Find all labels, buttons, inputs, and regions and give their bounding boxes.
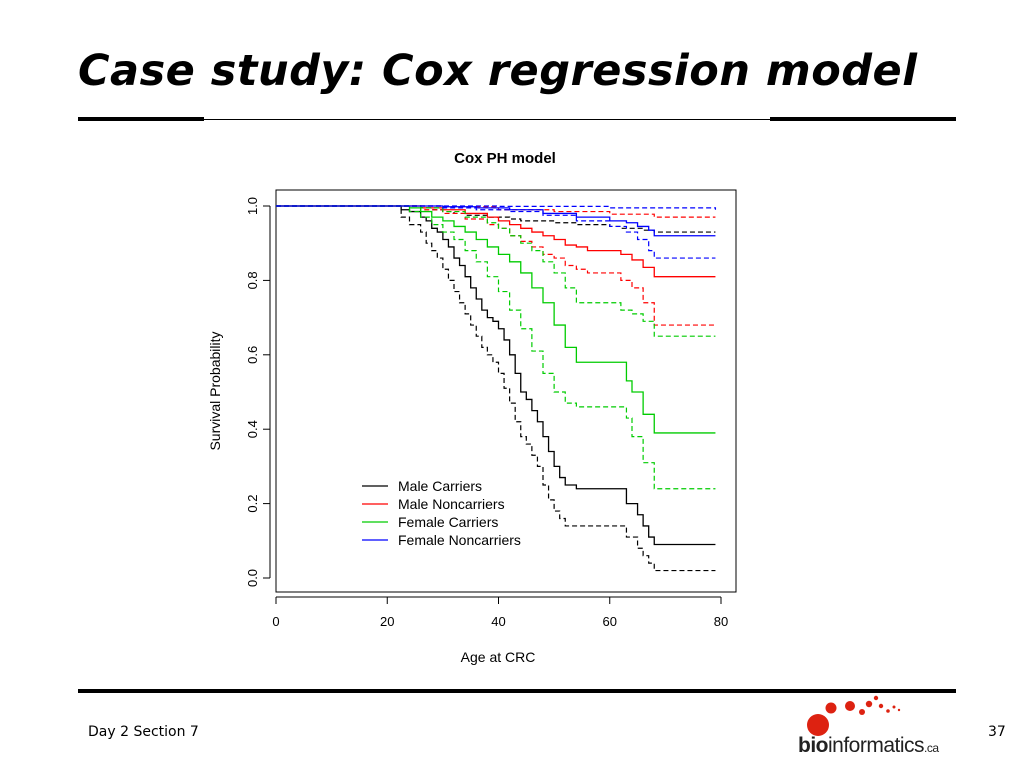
chart-title: Cox PH model (454, 150, 556, 167)
page-number: 37 (988, 724, 1006, 740)
ci-lower-male-noncarriers (276, 205, 716, 326)
x-tick-label: 40 (491, 614, 505, 629)
legend-label-female-carriers: Female Carriers (398, 514, 498, 530)
logo-text-regular: informatics (828, 734, 925, 757)
legend: Male Carriers Male Noncarriers Female Carr… (362, 478, 521, 548)
series-line-female-noncarriers (276, 205, 716, 237)
series-line-male-carriers (276, 205, 716, 546)
ci-upper-male-carriers (276, 205, 716, 233)
y-tick-label: 0.4 (245, 420, 260, 438)
logo-text-bold: bio (798, 734, 829, 757)
ci-upper-female-carriers (276, 205, 716, 337)
x-tick-label: 80 (714, 614, 728, 629)
series-line-female-carriers (276, 205, 716, 434)
legend-label-male-noncarriers: Male Noncarriers (398, 496, 505, 512)
title-rule-left (78, 117, 204, 121)
title-rule-right (770, 117, 956, 121)
legend-label-female-noncarriers: Female Noncarriers (398, 532, 521, 548)
ci-lower-male-carriers (276, 205, 716, 572)
red-dots-icon (807, 695, 901, 736)
slide-title: Case study: Cox regression model (78, 46, 918, 96)
y-tick-label: 0.6 (245, 346, 260, 364)
title-rule-middle (204, 119, 770, 120)
footer-section-label: Day 2 Section 7 (88, 724, 199, 740)
y-tick-label: 0.0 (245, 569, 260, 587)
ci-lower-female-carriers (276, 205, 716, 490)
ci-upper-male-noncarriers (276, 205, 716, 218)
series-layer (276, 205, 717, 572)
logo-wordmark: bioinformatics.ca (798, 734, 939, 758)
y-tick-label: 0.8 (245, 271, 260, 289)
y-tick-label: 1.0 (245, 197, 260, 215)
ci-lower-female-noncarriers (276, 205, 716, 259)
x-tick-label: 60 (603, 614, 617, 629)
legend-label-male-carriers: Male Carriers (398, 478, 482, 494)
series-line-male-noncarriers (276, 205, 716, 278)
logo-text-suffix: .ca (924, 741, 939, 755)
plot-frame (275, 189, 737, 593)
x-tick-label: 20 (380, 614, 394, 629)
survival-chart: Cox PH model 0 20 40 60 80 0.0 0.2 0.4 0.6 0.8 1.0… (207, 150, 737, 665)
x-axis-label: Age at CRC (461, 649, 536, 665)
axes: 0 20 40 60 80 0.0 0.2 0.4 0.6 0.8 1.0 (245, 197, 728, 629)
x-tick-label: 0 (272, 614, 279, 629)
y-axis-label: Survival Probability (207, 331, 223, 450)
y-tick-label: 0.2 (245, 495, 260, 513)
footer-rule (78, 689, 956, 693)
bioinformatics-logo: bioinformatics.ca (798, 692, 954, 762)
